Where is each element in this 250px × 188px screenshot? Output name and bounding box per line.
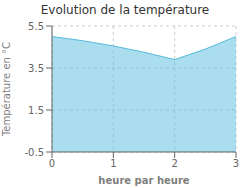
svg-text:1: 1 — [110, 158, 116, 169]
svg-text:-0.5: -0.5 — [24, 147, 44, 158]
svg-text:3: 3 — [233, 158, 239, 169]
html-text:Evolution de la température: Evolution de la température — [40, 3, 210, 17]
svg-text:0: 0 — [49, 158, 55, 169]
svg-text:1.5: 1.5 — [28, 105, 44, 116]
svg-text:heure par heure: heure par heure — [98, 175, 189, 186]
svg-text:Température en °C: Température en °C — [8, 42, 12, 137]
svg-text:5.5: 5.5 — [28, 21, 44, 32]
svg-text:2: 2 — [171, 158, 177, 169]
svg-text:3.5: 3.5 — [28, 63, 44, 74]
